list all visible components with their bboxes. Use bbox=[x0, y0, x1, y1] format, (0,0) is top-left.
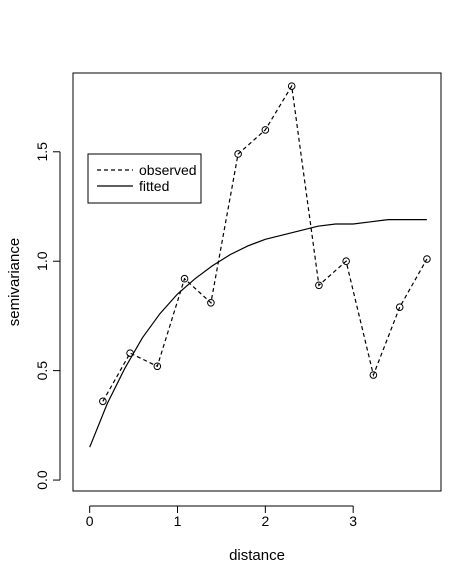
plot-frame bbox=[72, 72, 442, 492]
observed-point bbox=[207, 298, 215, 307]
y-tick-label: 0.0 bbox=[34, 470, 50, 490]
x-axis: 0 1 2 3 bbox=[86, 505, 357, 529]
observed-point bbox=[315, 281, 323, 290]
x-tick-label: 1 bbox=[174, 513, 182, 529]
legend-box bbox=[87, 153, 202, 204]
y-axis-label: semivariance bbox=[6, 238, 23, 326]
x-tick-label: 2 bbox=[261, 513, 269, 529]
x-tick-label: 3 bbox=[349, 513, 357, 529]
observed-point bbox=[395, 303, 404, 311]
x-tick-label: 0 bbox=[86, 513, 94, 529]
y-tick-label: 1.5 bbox=[34, 142, 50, 162]
y-axis: 0.0 0.5 1.0 1.5 bbox=[34, 142, 61, 490]
x-axis-label: distance bbox=[229, 547, 285, 564]
observed-point bbox=[99, 397, 107, 406]
observed-point bbox=[180, 274, 189, 283]
y-tick-label: 0.5 bbox=[34, 361, 50, 381]
observed-point bbox=[369, 371, 378, 379]
observed-point bbox=[423, 255, 431, 263]
fitted-line bbox=[89, 219, 427, 448]
observed-point bbox=[153, 362, 162, 371]
legend-fitted-label: fitted bbox=[139, 178, 169, 194]
observed-point bbox=[287, 82, 296, 90]
legend: observed fitted bbox=[87, 153, 202, 204]
observed-point bbox=[234, 150, 242, 158]
observed-point bbox=[342, 257, 350, 266]
legend-observed-label: observed bbox=[139, 162, 197, 178]
observed-line bbox=[102, 84, 428, 402]
series-layer bbox=[89, 82, 431, 448]
y-tick-label: 1.0 bbox=[34, 251, 50, 271]
observed-point bbox=[261, 126, 270, 134]
